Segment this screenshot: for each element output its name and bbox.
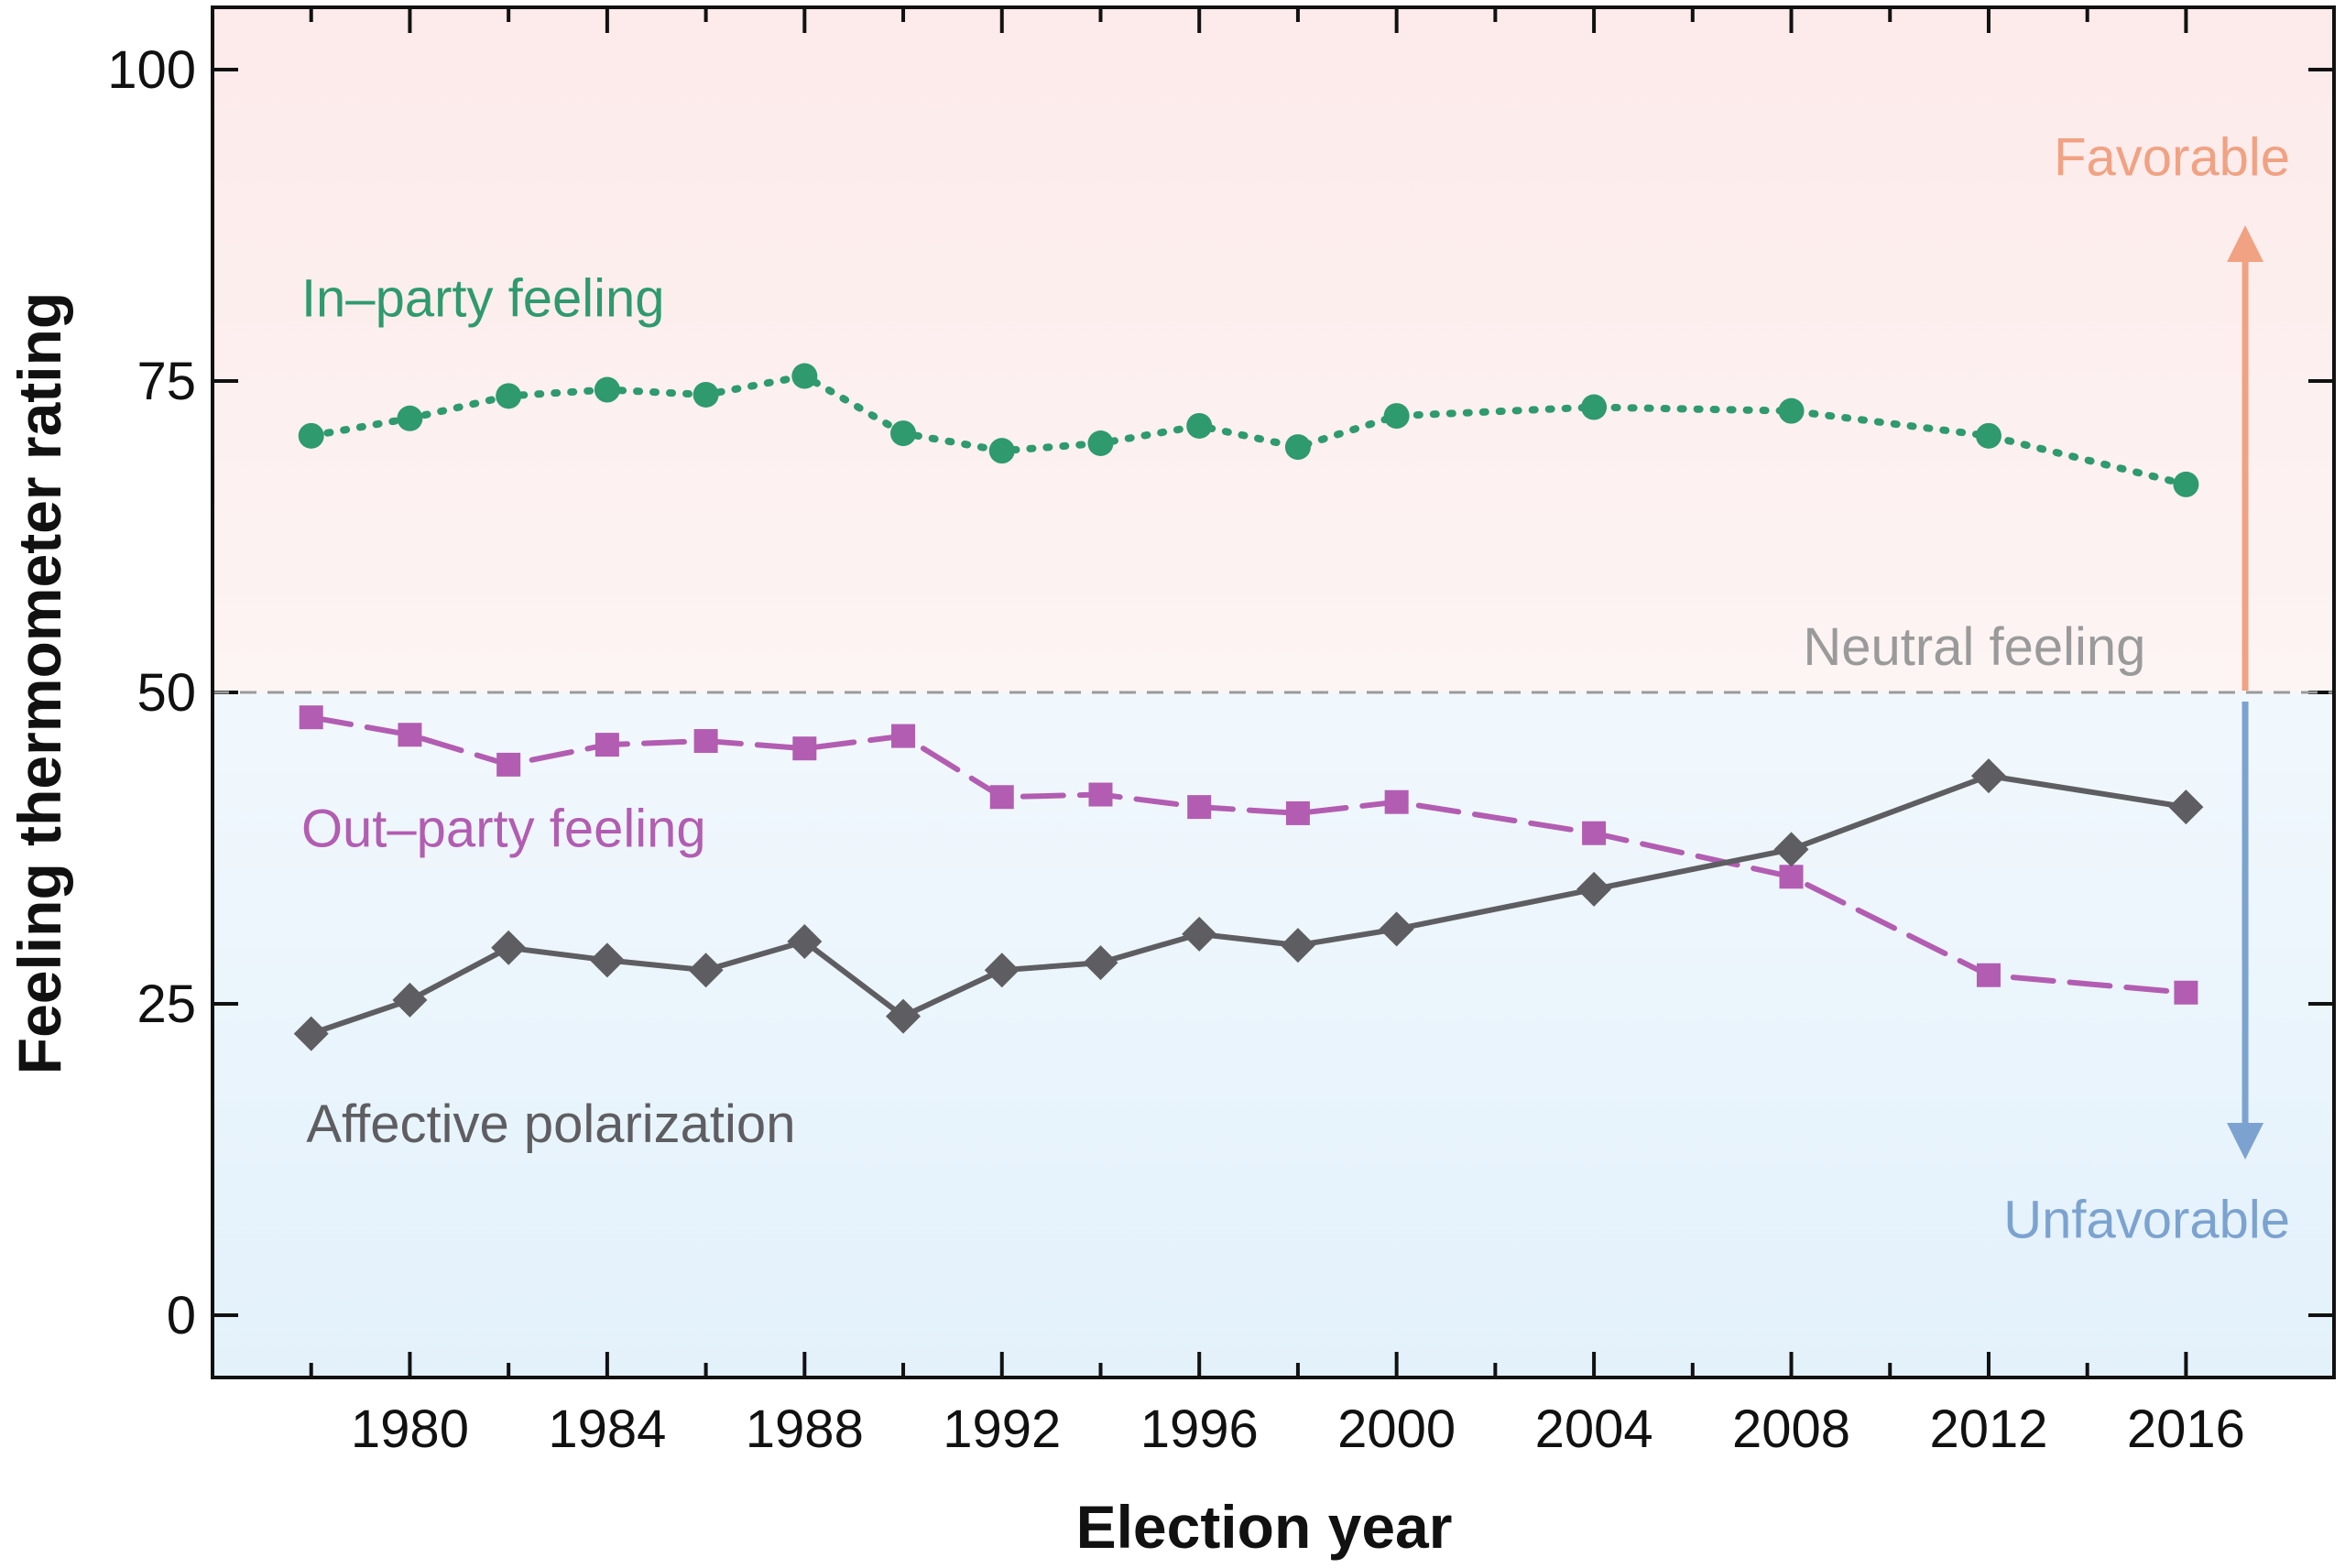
y-tick-label-75: 75 (136, 352, 196, 411)
point-s2-1992 (984, 953, 1020, 988)
point-s2-2016 (2168, 789, 2204, 825)
point-s2-1990 (886, 998, 922, 1034)
x-axis-title: Election year (1076, 1493, 1453, 1561)
point-s1-2008 (1779, 865, 1804, 889)
point-s2-1980 (392, 982, 428, 1018)
series-0 (298, 363, 2199, 497)
point-s0-2000 (1383, 403, 1410, 430)
point-s0-2012 (1975, 422, 2001, 449)
y-tick-label-0: 0 (167, 1286, 196, 1345)
x-tick-label-2012: 2012 (1929, 1399, 2047, 1459)
series-layer (293, 363, 2204, 1051)
point-s0-1980 (397, 405, 423, 431)
series-line-2 (308, 773, 2189, 1037)
point-s2-1994 (1083, 945, 1118, 981)
favorable-label: Favorable (2054, 128, 2290, 188)
series-2 (293, 758, 2204, 1051)
x-axis-ticks: 1980 1984 1988 1992 1996 2000 2004 2008 2012 2016 (309, 7, 2245, 1459)
neutral-label: Neutral feeling (1803, 617, 2145, 677)
plot-frame (211, 5, 2336, 1379)
point-s0-1986 (693, 381, 719, 408)
point-s1-2004 (1582, 821, 1607, 845)
point-s2-1982 (491, 930, 527, 965)
point-s1-1978 (299, 705, 323, 730)
y-axis-ticks: 0 25 50 75 100 (107, 40, 2334, 1345)
point-s1-2000 (1384, 789, 1409, 814)
point-s2-1984 (589, 942, 625, 978)
point-s0-1990 (890, 420, 917, 447)
favorable-arrow-head (2227, 225, 2264, 262)
y-tick-label-25: 25 (136, 975, 196, 1034)
point-s2-2004 (1576, 871, 1612, 907)
point-s1-2012 (1976, 963, 2001, 987)
point-s0-1998 (1284, 434, 1311, 461)
series-label-affective-polarization: Affective polarization (306, 1094, 795, 1154)
y-tick-label-100: 100 (107, 40, 196, 100)
x-tick-label-1980: 1980 (351, 1399, 469, 1459)
series-label-out-party: Out–party feeling (301, 800, 706, 859)
series-line-0 (307, 372, 2190, 488)
point-s1-1990 (891, 724, 916, 748)
x-tick-label-1984: 1984 (548, 1399, 666, 1459)
x-tick-label-2008: 2008 (1732, 1399, 1850, 1459)
point-s0-1996 (1186, 412, 1213, 439)
point-s1-1992 (989, 785, 1014, 810)
point-s0-1984 (594, 376, 620, 403)
point-s2-1996 (1182, 916, 1217, 952)
point-s0-1982 (496, 383, 522, 409)
point-s2-2008 (1773, 832, 1809, 867)
series-1 (299, 705, 2198, 1005)
x-tick-label-1992: 1992 (943, 1399, 1061, 1459)
point-s1-1988 (792, 736, 817, 761)
x-tick-label-2000: 2000 (1337, 1399, 1456, 1459)
point-s1-1986 (693, 729, 718, 754)
y-axis-title: Feeling thermometer rating (5, 292, 73, 1075)
point-s2-1978 (293, 1016, 329, 1051)
unfavorable-label: Unfavorable (2003, 1191, 2290, 1250)
series-line-1 (308, 714, 2189, 996)
point-s1-2016 (2174, 980, 2198, 1005)
x-tick-label-1996: 1996 (1140, 1399, 1259, 1459)
point-s0-1992 (988, 438, 1015, 464)
point-s1-1994 (1088, 782, 1113, 807)
point-s0-1978 (298, 422, 324, 449)
point-s1-1998 (1285, 800, 1310, 825)
point-s1-1982 (496, 752, 521, 777)
point-s2-1998 (1280, 928, 1315, 964)
point-s2-1986 (688, 953, 724, 988)
point-s1-1984 (594, 733, 619, 757)
point-s2-2012 (1970, 758, 2006, 794)
series-label-in-party: In–party feeling (301, 268, 665, 328)
point-s2-1988 (787, 924, 823, 959)
point-s1-1996 (1187, 795, 1212, 820)
x-tick-label-2004: 2004 (1535, 1399, 1653, 1459)
y-tick-label-50: 50 (136, 663, 196, 723)
x-tick-label-1988: 1988 (746, 1399, 864, 1459)
point-s2-2000 (1379, 911, 1414, 947)
point-s1-1980 (398, 723, 422, 747)
point-s0-2016 (2173, 471, 2199, 497)
unfavorable-arrow-head (2227, 1123, 2264, 1160)
x-tick-label-2016: 2016 (2127, 1399, 2245, 1459)
point-s0-2008 (1778, 397, 1805, 424)
point-s0-1988 (791, 363, 818, 389)
point-s0-2004 (1581, 394, 1608, 420)
point-s0-1994 (1087, 430, 1114, 456)
